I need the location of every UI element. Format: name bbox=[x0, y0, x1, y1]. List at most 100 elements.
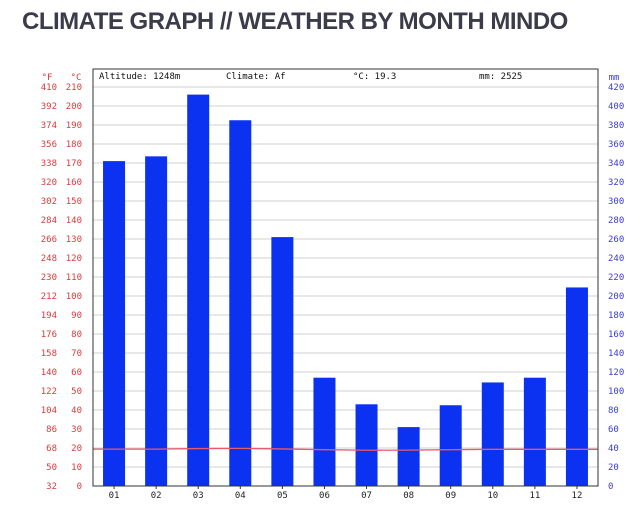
precip-bar bbox=[565, 287, 588, 486]
precip-bar bbox=[439, 405, 462, 486]
precip-bar bbox=[481, 382, 504, 486]
fahrenheit-tick-label: 338 bbox=[41, 159, 57, 169]
mm-tick-label: 360 bbox=[608, 140, 624, 150]
fahrenheit-tick-label: 248 bbox=[41, 254, 57, 264]
temperature-line bbox=[93, 447, 598, 451]
mm-tick-label: 200 bbox=[608, 292, 624, 302]
axes: 0032201050402068603086804010410050122120… bbox=[41, 68, 624, 501]
month-label: 01 bbox=[109, 491, 120, 501]
fahrenheit-tick-label: 68 bbox=[46, 444, 57, 454]
celsius-tick-label: 210 bbox=[66, 83, 82, 93]
celsius-tick-label: 180 bbox=[66, 140, 82, 150]
celsius-tick-label: 130 bbox=[66, 235, 82, 245]
mm-tick-label: 300 bbox=[608, 197, 624, 207]
mm-tick-label: 260 bbox=[608, 235, 624, 245]
celsius-tick-label: 60 bbox=[71, 368, 82, 378]
precip-bar bbox=[145, 156, 168, 486]
mm-tick-label: 60 bbox=[608, 425, 619, 435]
fahrenheit-tick-label: 410 bbox=[41, 83, 57, 93]
mm-tick-label: 40 bbox=[608, 444, 619, 454]
celsius-tick-label: 80 bbox=[71, 330, 82, 340]
grid-lines bbox=[93, 86, 598, 487]
fahrenheit-tick-label: 392 bbox=[41, 102, 57, 112]
month-label: 12 bbox=[572, 491, 583, 501]
fahrenheit-tick-label: 176 bbox=[41, 330, 57, 340]
fahrenheit-tick-label: 86 bbox=[46, 425, 57, 435]
fahrenheit-tick-label: 32 bbox=[46, 482, 57, 492]
fahrenheit-tick-label: 158 bbox=[41, 349, 57, 359]
climate-label: Climate: Af bbox=[226, 72, 286, 82]
mm-unit-label: mm bbox=[609, 73, 620, 83]
month-label: 05 bbox=[277, 491, 288, 501]
mm-tick-label: 100 bbox=[608, 387, 624, 397]
celsius-tick-label: 170 bbox=[66, 159, 82, 169]
precip-total-label: mm: 2525 bbox=[479, 72, 522, 82]
celsius-tick-label: 190 bbox=[66, 121, 82, 131]
month-label: 10 bbox=[487, 491, 498, 501]
month-label: 11 bbox=[529, 491, 540, 501]
altitude-label: Altitude: 1248m bbox=[99, 72, 180, 82]
celsius-unit-label: °C bbox=[71, 73, 82, 83]
mm-tick-label: 240 bbox=[608, 254, 624, 264]
fahrenheit-tick-label: 140 bbox=[41, 368, 57, 378]
celsius-tick-label: 100 bbox=[66, 292, 82, 302]
celsius-tick-label: 110 bbox=[66, 273, 82, 283]
fahrenheit-tick-label: 50 bbox=[46, 463, 57, 473]
celsius-tick-label: 50 bbox=[71, 387, 82, 397]
fahrenheit-tick-label: 212 bbox=[41, 292, 57, 302]
chart-header: Altitude: 1248m Climate: Af °C: 19.3 mm:… bbox=[42, 72, 620, 83]
mm-tick-label: 0 bbox=[608, 482, 613, 492]
celsius-tick-label: 200 bbox=[66, 102, 82, 112]
mm-tick-label: 340 bbox=[608, 159, 624, 169]
precip-bar bbox=[187, 94, 210, 486]
mm-tick-label: 140 bbox=[608, 349, 624, 359]
mm-tick-label: 120 bbox=[608, 368, 624, 378]
celsius-tick-label: 20 bbox=[71, 444, 82, 454]
fahrenheit-tick-label: 320 bbox=[41, 178, 57, 188]
fahrenheit-tick-label: 284 bbox=[41, 216, 57, 226]
precipitation-bars bbox=[103, 94, 588, 486]
mm-tick-label: 20 bbox=[608, 463, 619, 473]
precip-bar bbox=[523, 377, 546, 486]
celsius-tick-label: 70 bbox=[71, 349, 82, 359]
plot-frame bbox=[92, 68, 599, 487]
celsius-tick-label: 90 bbox=[71, 311, 82, 321]
month-label: 03 bbox=[193, 491, 204, 501]
fahrenheit-tick-label: 374 bbox=[41, 121, 57, 131]
fahrenheit-tick-label: 302 bbox=[41, 197, 57, 207]
precip-bar bbox=[229, 120, 252, 486]
month-label: 08 bbox=[403, 491, 414, 501]
fahrenheit-tick-label: 356 bbox=[41, 140, 57, 150]
mm-tick-label: 400 bbox=[608, 102, 624, 112]
month-label: 07 bbox=[361, 491, 372, 501]
fahrenheit-unit-label: °F bbox=[42, 73, 53, 83]
celsius-tick-label: 160 bbox=[66, 178, 82, 188]
avg-temp-label: °C: 19.3 bbox=[353, 72, 396, 82]
fahrenheit-tick-label: 122 bbox=[41, 387, 57, 397]
mm-tick-label: 380 bbox=[608, 121, 624, 131]
month-label: 09 bbox=[445, 491, 456, 501]
fahrenheit-tick-label: 104 bbox=[41, 406, 57, 416]
mm-tick-label: 280 bbox=[608, 216, 624, 226]
fahrenheit-tick-label: 194 bbox=[41, 311, 57, 321]
precip-bar bbox=[355, 404, 378, 486]
month-label: 04 bbox=[235, 491, 246, 501]
mm-tick-label: 180 bbox=[608, 311, 624, 321]
celsius-tick-label: 150 bbox=[66, 197, 82, 207]
precip-bar bbox=[397, 427, 420, 486]
month-label: 02 bbox=[151, 491, 162, 501]
fahrenheit-tick-label: 230 bbox=[41, 273, 57, 283]
celsius-tick-label: 40 bbox=[71, 406, 82, 416]
mm-tick-label: 80 bbox=[608, 406, 619, 416]
temp-line-path bbox=[93, 447, 598, 451]
celsius-tick-label: 120 bbox=[66, 254, 82, 264]
celsius-tick-label: 30 bbox=[71, 425, 82, 435]
celsius-tick-label: 140 bbox=[66, 216, 82, 226]
page-title: CLIMATE GRAPH // WEATHER BY MONTH MINDO bbox=[22, 8, 568, 35]
precip-bar bbox=[313, 377, 336, 486]
mm-tick-label: 160 bbox=[608, 330, 624, 340]
fahrenheit-tick-label: 266 bbox=[41, 235, 57, 245]
celsius-tick-label: 10 bbox=[71, 463, 82, 473]
mm-tick-label: 420 bbox=[608, 83, 624, 93]
